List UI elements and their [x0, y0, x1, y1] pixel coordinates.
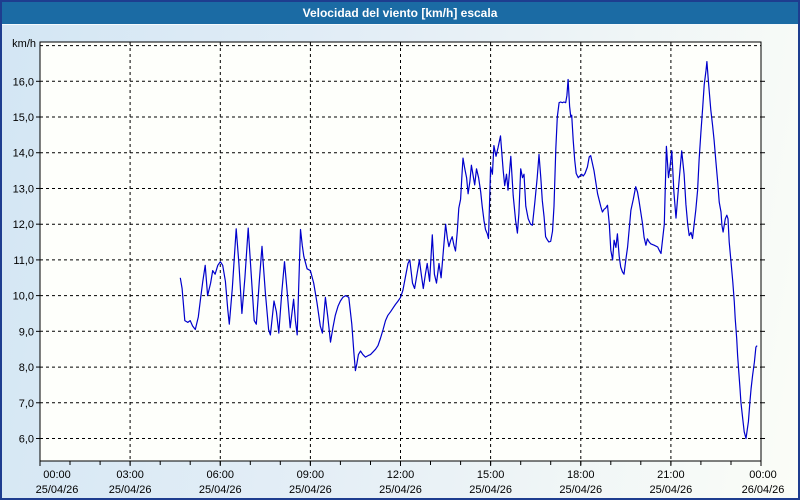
svg-text:km/h: km/h — [12, 38, 36, 50]
chart-area: 16,0 15,0 14,0 13,0 12,0 11,0 10,0 9,0 8,0 7,0 6,0… — [2, 25, 798, 498]
svg-text:9,0: 9,0 — [19, 326, 34, 338]
svg-text:16,0: 16,0 — [13, 76, 34, 88]
svg-text:25/04/26: 25/04/26 — [36, 484, 79, 496]
svg-text:10,0: 10,0 — [13, 291, 34, 303]
svg-text:12:00: 12:00 — [387, 469, 415, 481]
svg-text:21:00: 21:00 — [657, 469, 685, 481]
svg-text:06:00: 06:00 — [206, 469, 234, 481]
svg-text:11,0: 11,0 — [13, 255, 34, 267]
svg-text:18:00: 18:00 — [567, 469, 595, 481]
svg-text:25/04/26: 25/04/26 — [649, 484, 692, 496]
svg-text:25/04/26: 25/04/26 — [109, 484, 152, 496]
svg-text:25/04/26: 25/04/26 — [289, 484, 332, 496]
svg-text:6,0: 6,0 — [19, 433, 34, 445]
wind-speed-line-chart: 16,0 15,0 14,0 13,0 12,0 11,0 10,0 9,0 8,0 7,0 6,0… — [12, 38, 785, 496]
svg-text:14,0: 14,0 — [13, 148, 34, 160]
svg-text:25/04/26: 25/04/26 — [469, 484, 512, 496]
chart-title-bar: Velocidad del viento [km/h] escala — [2, 2, 798, 25]
svg-text:13,0: 13,0 — [13, 183, 34, 195]
svg-text:00:00: 00:00 — [43, 469, 71, 481]
svg-text:15:00: 15:00 — [477, 469, 505, 481]
svg-text:09:00: 09:00 — [297, 469, 325, 481]
svg-text:00:00: 00:00 — [749, 469, 777, 481]
svg-text:25/04/26: 25/04/26 — [559, 484, 602, 496]
svg-text:03:00: 03:00 — [116, 469, 144, 481]
svg-text:12,0: 12,0 — [13, 219, 34, 231]
svg-text:15,0: 15,0 — [13, 112, 34, 124]
svg-text:26/04/26: 26/04/26 — [742, 484, 785, 496]
svg-text:7,0: 7,0 — [19, 398, 34, 410]
svg-text:8,0: 8,0 — [19, 362, 34, 374]
chart-title: Velocidad del viento [km/h] escala — [302, 6, 498, 20]
svg-text:25/04/26: 25/04/26 — [379, 484, 422, 496]
svg-text:25/04/26: 25/04/26 — [199, 484, 242, 496]
